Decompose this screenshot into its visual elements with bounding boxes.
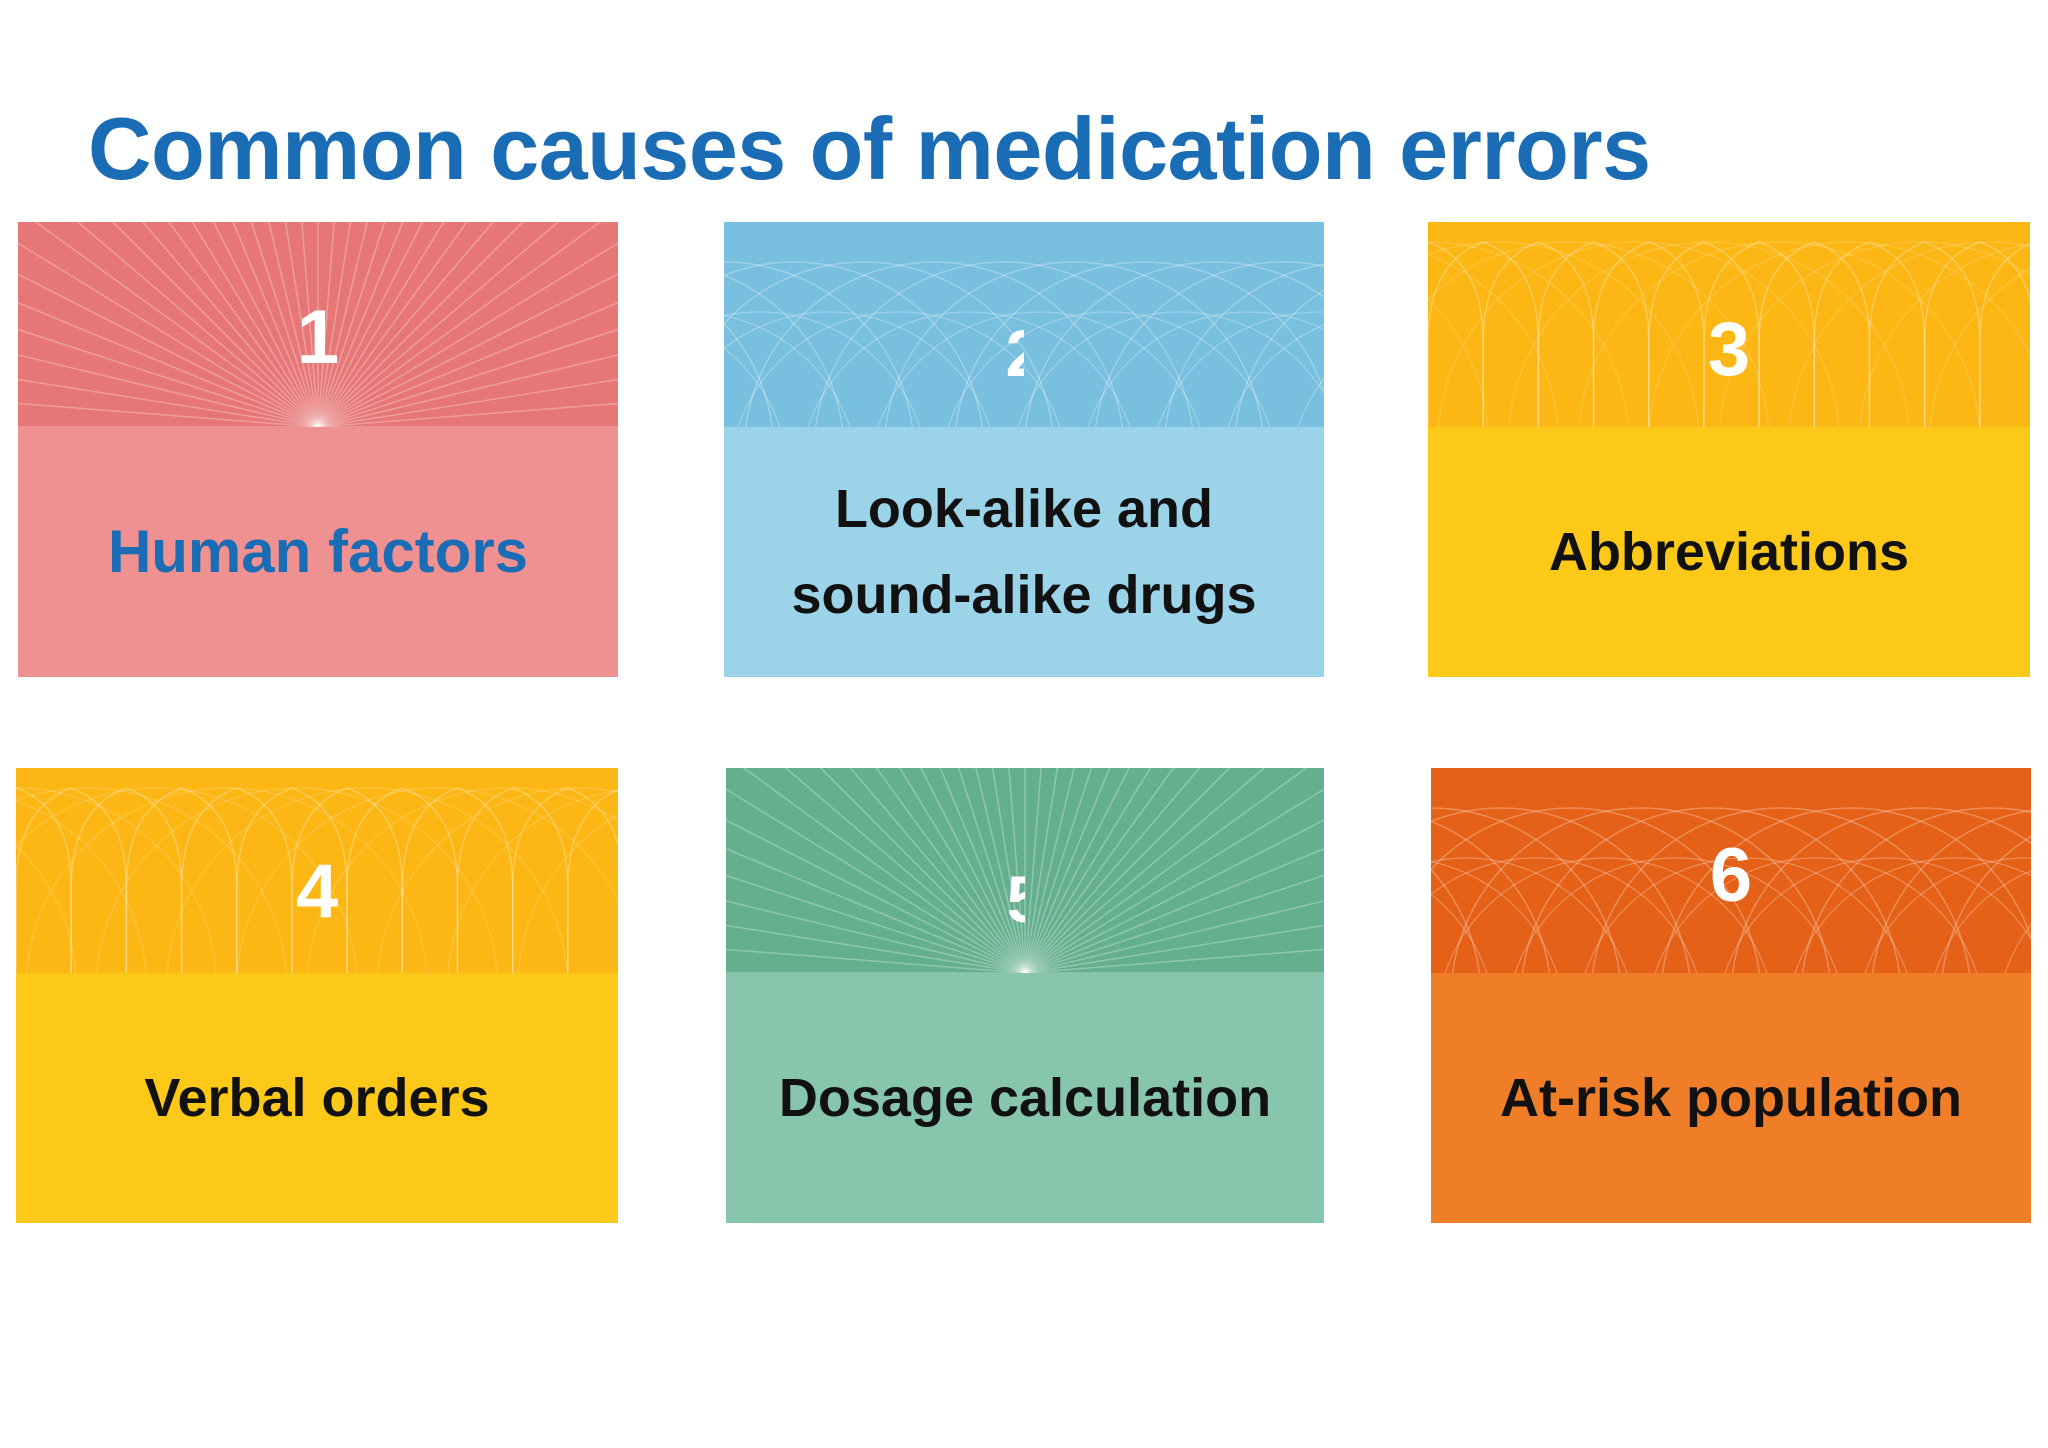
card-header-pattern (724, 222, 1324, 427)
arcs-pattern (1431, 807, 2031, 973)
card-label-line-1: Look-alike and (834, 479, 1214, 539)
cause-card-verbal-orders: 4 Verbal orders (16, 768, 618, 1223)
cause-card-look-alike: 2 Look-alike and sound-alike drugs (724, 222, 1324, 677)
card-body: Verbal orders (16, 973, 618, 1223)
rays-pattern (18, 222, 618, 427)
rays-pattern (726, 768, 1324, 973)
card-header-pattern (1431, 768, 2031, 973)
cause-card-abbreviations: 3 Abbreviations (1428, 222, 2030, 677)
card-number: 2 (724, 320, 1024, 386)
card-header-pattern (18, 222, 618, 427)
card-label: Dosage calculation (778, 1067, 1272, 1128)
card-body: At-risk population (1431, 973, 2031, 1223)
card-header-pattern (1428, 222, 2030, 427)
arcs-pattern (724, 261, 1324, 427)
card-number: 1 (296, 295, 340, 380)
card-number: 4 (295, 849, 339, 934)
arches-pattern (1428, 241, 2030, 427)
card-header-pattern (16, 768, 618, 973)
card-label: Human factors (107, 518, 529, 585)
cause-card-at-risk-population: 6 At-risk population (1431, 768, 2031, 1223)
card-number: 3 (1707, 307, 1751, 392)
card-header-pattern (726, 768, 1324, 973)
card-body: Dosage calculation (726, 973, 1324, 1223)
card-label-line-2: sound-alike drugs (791, 565, 1257, 625)
cause-card-dosage-calculation: 5 Dosage calculation (726, 768, 1324, 1223)
card-label: Verbal orders (144, 1067, 490, 1128)
card-body: Human factors (18, 427, 618, 677)
card-label: Abbreviations (1548, 521, 1910, 582)
card-number: 5 (726, 866, 1025, 932)
cause-card-human-factors: 1 Human factors (18, 222, 618, 677)
card-label: Look-alike and sound-alike drugs (771, 466, 1276, 638)
card-body: Abbreviations (1428, 427, 2030, 677)
card-number: 6 (1709, 833, 1753, 918)
page-title: Common causes of medication errors (88, 99, 1651, 198)
card-body: Look-alike and sound-alike drugs (724, 427, 1324, 677)
arches-pattern (16, 787, 618, 973)
card-label: At-risk population (1500, 1067, 1962, 1128)
